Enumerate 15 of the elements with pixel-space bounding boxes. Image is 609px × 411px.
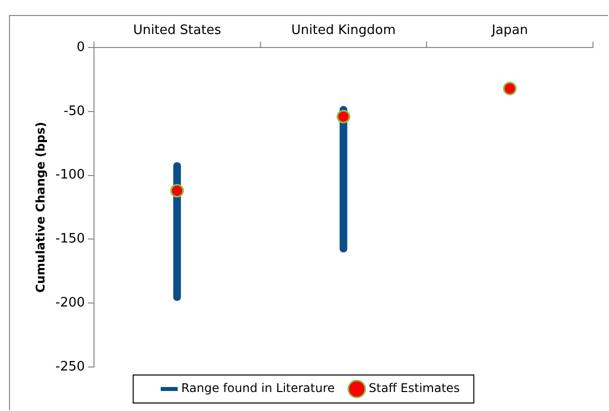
legend-label: Range found in Literature (181, 381, 335, 396)
point (503, 82, 517, 96)
y-tick-label: -100 (55, 168, 85, 183)
y-tick-label: -150 (55, 232, 85, 247)
x-tick-label: Japan (490, 23, 528, 38)
y-tick-label: -50 (64, 104, 85, 119)
y-axis-title: Cumulative Change (bps) (33, 122, 48, 293)
x-tick-label: United Kingdom (291, 23, 396, 38)
y-tick-label: -250 (55, 359, 85, 374)
x-tick-label: United States (133, 23, 222, 38)
point (336, 110, 350, 124)
point (170, 184, 184, 198)
legend-label: Staff Estimates (368, 381, 460, 396)
y-tick-label: 0 (76, 40, 85, 55)
y-tick-label: -200 (55, 295, 85, 310)
